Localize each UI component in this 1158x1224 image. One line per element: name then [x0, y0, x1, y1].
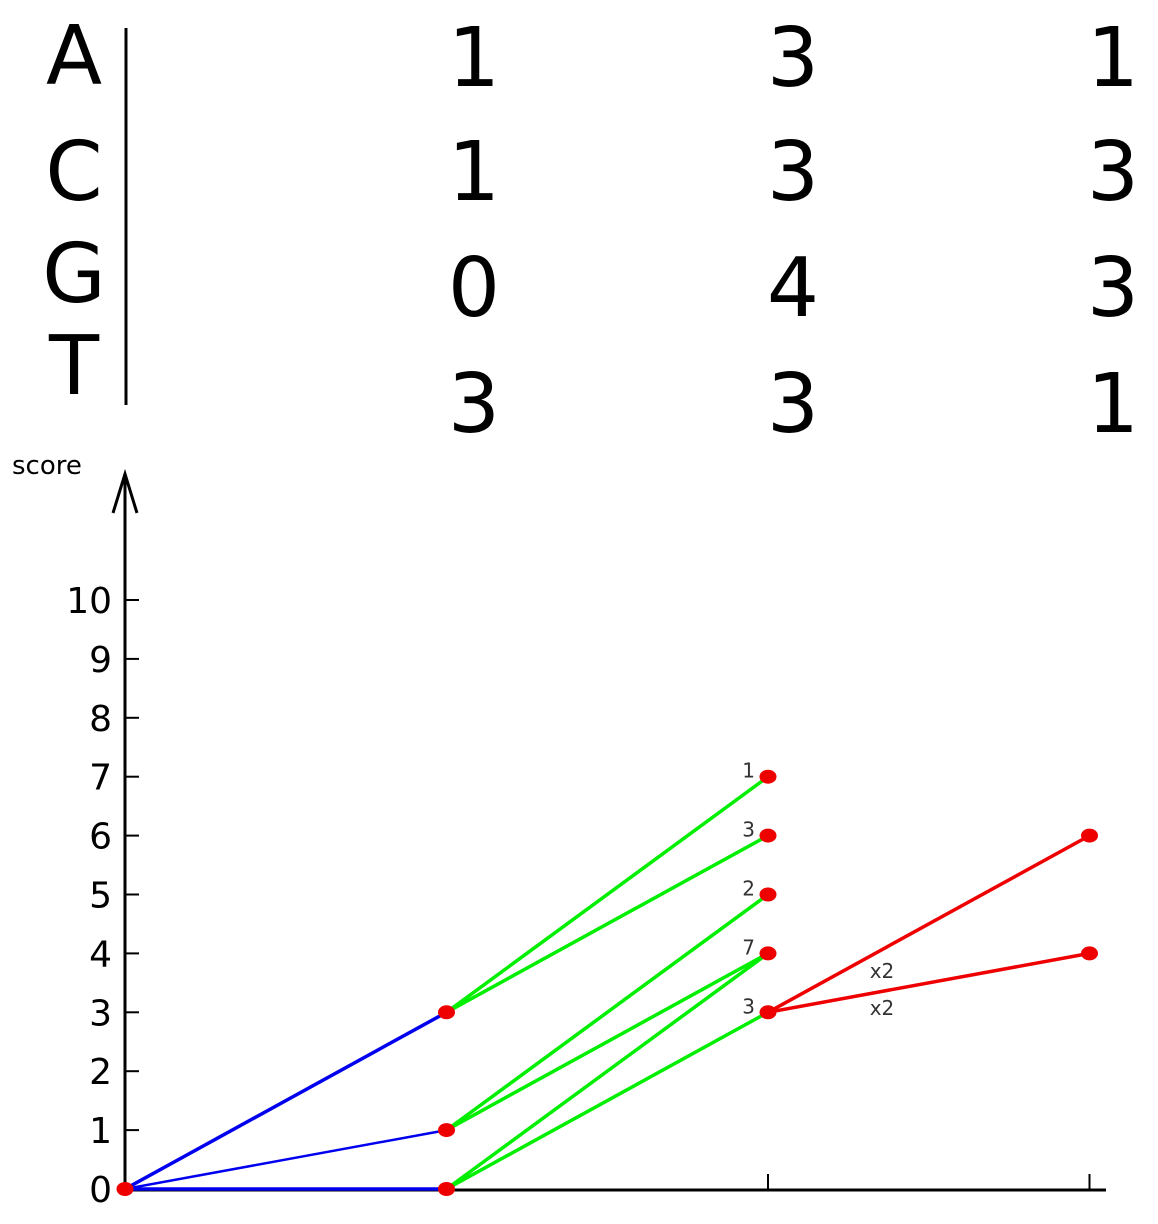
count-matrix: A C G T 1 3 1 1 3 3 0 4 3 3 3 1 — [42, 9, 1139, 452]
node — [116, 1182, 134, 1196]
node-count-label: 2 — [742, 877, 755, 901]
node — [759, 828, 777, 843]
chart-nodes — [116, 769, 1098, 1196]
matrix-cell: 4 — [767, 241, 819, 336]
node-count-label: 1 — [742, 759, 755, 783]
y-axis-arrowhead — [111, 468, 139, 514]
y-axis-label: score — [12, 451, 82, 481]
edge-red — [766, 833, 1092, 1015]
matrix-cell: 1 — [1087, 357, 1139, 452]
node — [759, 887, 777, 902]
node-count-label: 3 — [742, 994, 755, 1018]
edge-green — [444, 1010, 770, 1191]
node — [1081, 828, 1098, 843]
edge-multiplier-label: x2 — [870, 996, 895, 1020]
row-label-t: T — [48, 319, 100, 414]
y-tick-label: 4 — [89, 934, 112, 975]
node — [1081, 946, 1098, 961]
matrix-cell: 3 — [767, 11, 819, 106]
y-tick-label: 6 — [89, 817, 112, 858]
edge-red — [766, 951, 1092, 1015]
edge-green — [444, 774, 770, 1015]
matrix-cell: 1 — [448, 11, 500, 106]
y-tick-label: 9 — [89, 640, 112, 681]
y-tick-label: 5 — [89, 876, 112, 917]
chart-axes: score 0 1 2 3 4 5 6 7 8 9 10 — [12, 451, 1106, 1211]
row-label-c: C — [45, 125, 102, 220]
node — [759, 1005, 777, 1020]
node-count-label: 3 — [742, 818, 755, 842]
y-tick-label: 8 — [89, 699, 112, 740]
edge-green — [444, 833, 770, 1015]
matrix-cell: 3 — [448, 357, 500, 452]
matrix-cell: 3 — [767, 125, 819, 220]
edge-multiplier-label: x2 — [870, 959, 895, 983]
node — [759, 946, 777, 961]
node — [438, 1123, 455, 1138]
matrix-cell: 3 — [767, 357, 819, 452]
chart-labels: 1 3 2 7 3 x2 x2 — [742, 759, 894, 1020]
edge-green — [444, 951, 770, 1191]
row-label-g: G — [42, 227, 106, 322]
y-tick-label: 10 — [66, 581, 112, 622]
node — [438, 1182, 455, 1196]
y-tick-label: 0 — [89, 1170, 112, 1211]
y-tick-label: 3 — [89, 993, 112, 1034]
edge-green — [444, 892, 770, 1132]
edge-blue — [123, 1010, 449, 1191]
chart-edges — [123, 774, 1092, 1191]
node — [759, 769, 777, 784]
y-tick-label: 2 — [89, 1052, 112, 1093]
edge-blue — [123, 1128, 448, 1191]
node — [438, 1005, 455, 1020]
edge-green — [444, 951, 770, 1132]
row-label-a: A — [46, 9, 102, 104]
matrix-cell: 3 — [1087, 125, 1139, 220]
matrix-cell: 0 — [448, 241, 500, 336]
y-tick-label: 1 — [89, 1111, 112, 1152]
matrix-cell: 3 — [1087, 241, 1139, 336]
node-count-label: 7 — [742, 935, 755, 959]
matrix-cell: 1 — [1087, 11, 1139, 106]
y-tick-label: 7 — [89, 758, 112, 799]
matrix-cell: 1 — [448, 125, 500, 220]
